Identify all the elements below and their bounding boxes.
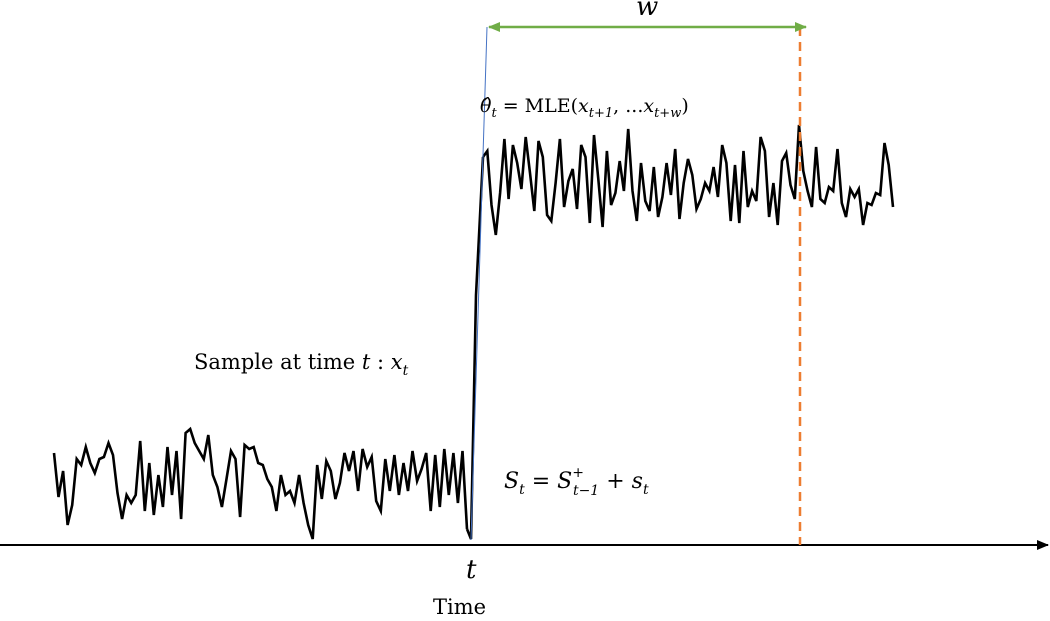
cusum-S2-sub: t−1 xyxy=(573,483,599,499)
signal-before-change xyxy=(52,426,469,540)
cusum-S: S xyxy=(504,469,519,494)
mle-close: ) xyxy=(681,95,688,117)
mle-label: θ̂t = MLE(xt+1, ...xt+w) xyxy=(480,95,689,121)
cusum-S2: S xyxy=(557,469,572,494)
cusum-plus: + xyxy=(599,469,631,494)
sample-t: t xyxy=(362,350,371,374)
sample-x-sub: t xyxy=(403,363,409,379)
mle-x2-sub: t+w xyxy=(654,106,681,121)
sample-colon: : xyxy=(370,350,390,374)
mle-x1: x xyxy=(578,95,589,117)
change-point-line xyxy=(470,26,488,541)
signal-after-change xyxy=(481,124,895,236)
cusum-equation: St = S+ t−1 + st xyxy=(504,465,649,499)
change-tick-label: t xyxy=(466,555,477,585)
mle-x1-sub: t+1 xyxy=(589,106,613,121)
mle-x2: x xyxy=(643,95,654,117)
sample-x: x xyxy=(391,350,403,374)
mle-theta-sub: t xyxy=(491,106,497,121)
cusum-sup: + xyxy=(572,465,584,481)
window-label: w xyxy=(636,0,658,22)
mle-theta: θ̂ xyxy=(480,95,492,117)
cusum-s-sub: t xyxy=(643,482,649,498)
cusum-s: s xyxy=(632,469,643,494)
time-axis-label: Time xyxy=(433,595,486,617)
mle-equals: = MLE( xyxy=(497,95,578,117)
mle-sep: , ... xyxy=(613,95,643,117)
cusum-S-sub: t xyxy=(519,482,525,498)
sample-text: Sample at time xyxy=(194,350,362,374)
signal-jump xyxy=(465,156,485,540)
sample-label: Sample at time t : xt xyxy=(194,350,409,379)
cusum-equals: = xyxy=(525,469,557,494)
